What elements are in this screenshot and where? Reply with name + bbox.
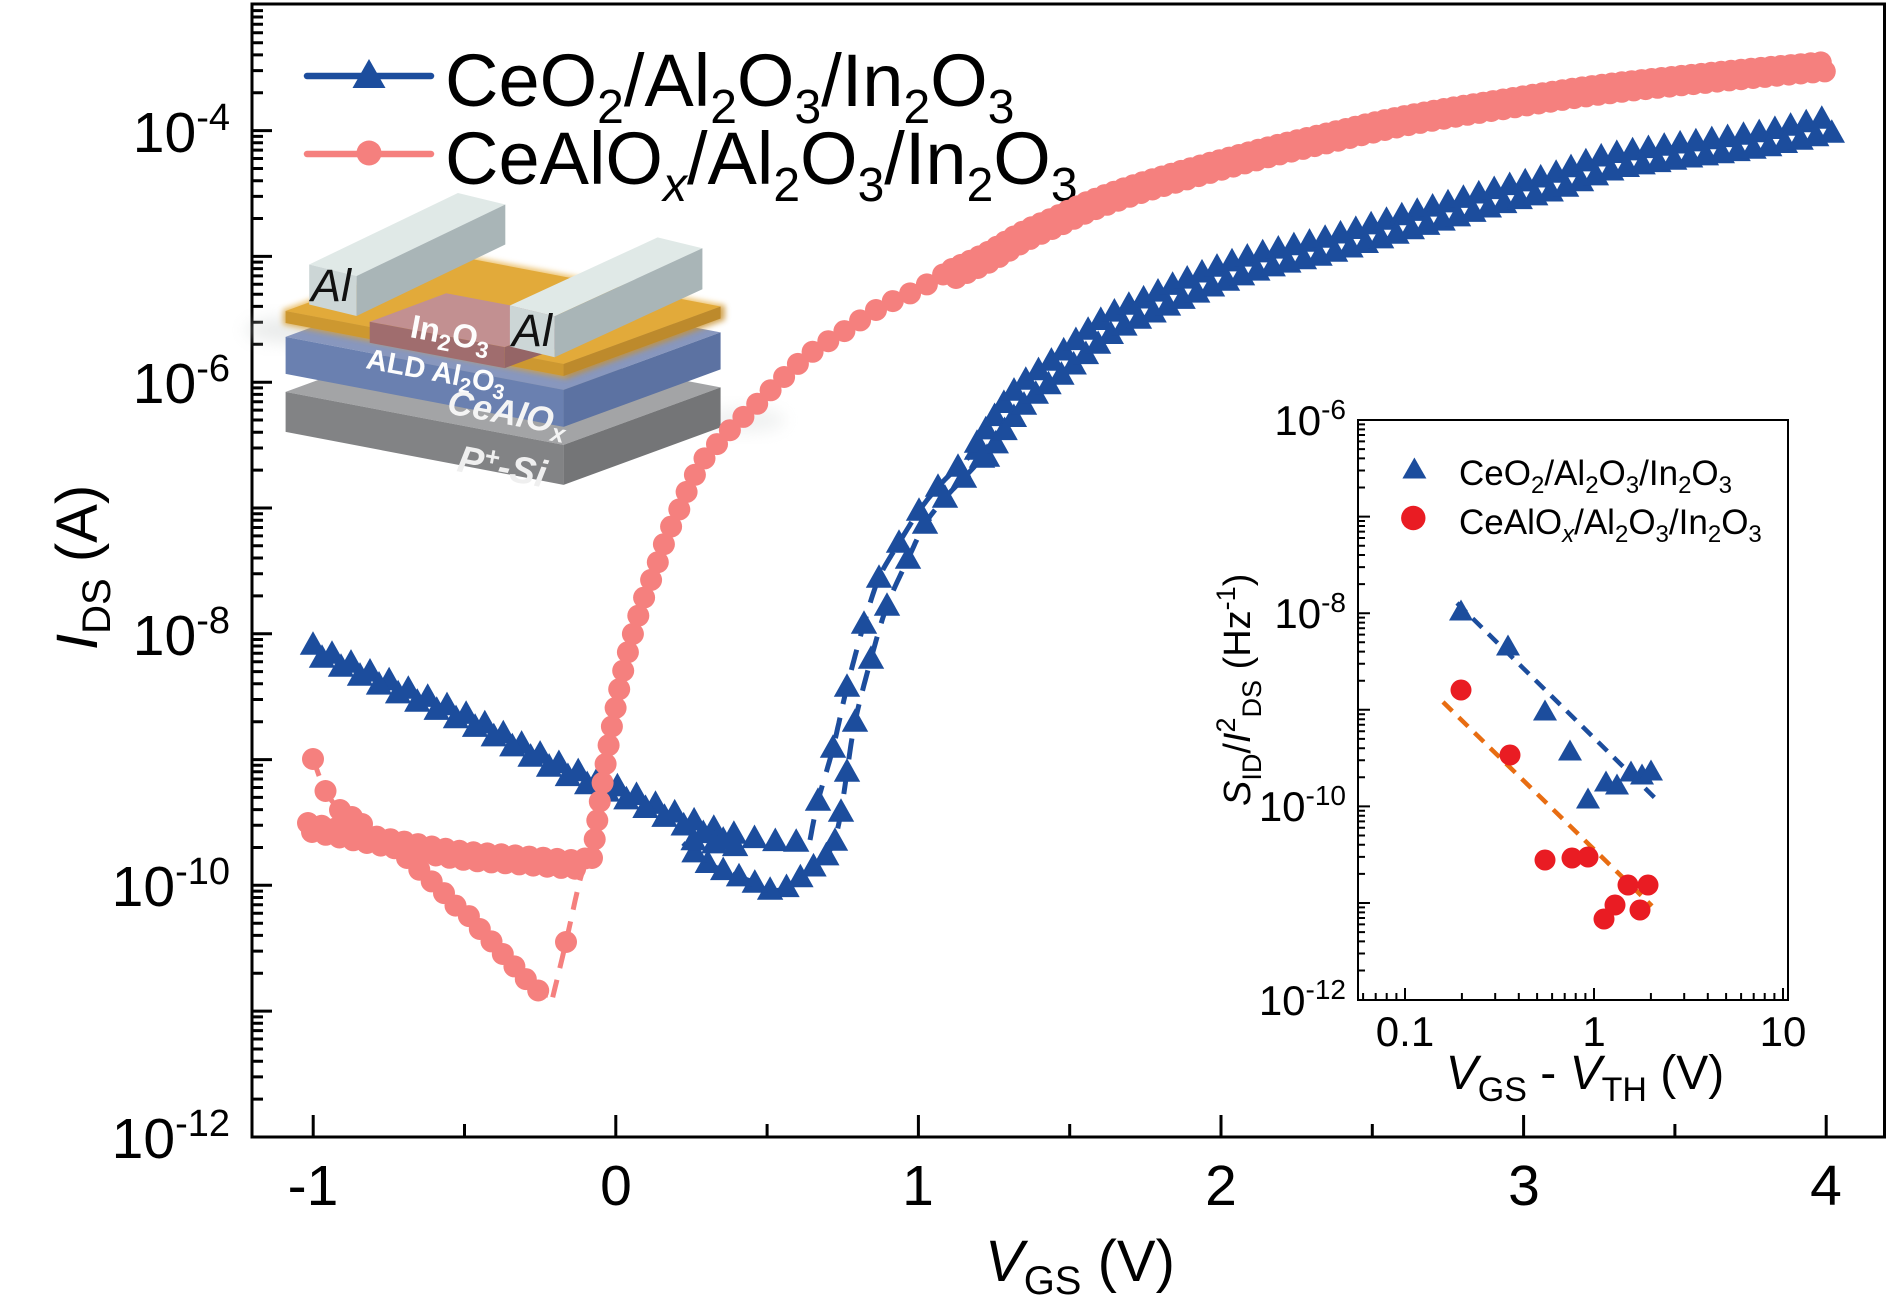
svg-text:VGS (V): VGS (V) xyxy=(985,1229,1175,1303)
svg-text:2: 2 xyxy=(1205,1154,1237,1218)
svg-text:10-8: 10-8 xyxy=(133,600,230,668)
svg-text:1: 1 xyxy=(902,1154,934,1218)
svg-text:10-4: 10-4 xyxy=(133,97,230,165)
svg-text:3: 3 xyxy=(1508,1154,1540,1218)
svg-text:0.1: 0.1 xyxy=(1376,1008,1434,1055)
svg-text:0: 0 xyxy=(600,1154,632,1218)
svg-text:-1: -1 xyxy=(288,1154,339,1218)
svg-text:VGS - VTH (V): VGS - VTH (V) xyxy=(1446,1047,1724,1109)
svg-text:CeO2/Al2O3/In2O3: CeO2/Al2O3/In2O3 xyxy=(1459,454,1732,499)
svg-text:10-8: 10-8 xyxy=(1274,587,1346,637)
svg-text:4: 4 xyxy=(1810,1154,1842,1218)
svg-text:1: 1 xyxy=(1582,1008,1605,1055)
svg-text:10: 10 xyxy=(1760,1008,1807,1055)
svg-text:CeAlOx/Al2O3/In2O3: CeAlOx/Al2O3/In2O3 xyxy=(445,117,1078,212)
svg-text:Al: Al xyxy=(509,305,554,356)
svg-text:CeAlOx/Al2O3/In2O3: CeAlOx/Al2O3/In2O3 xyxy=(1459,503,1762,548)
svg-text:IDS (A): IDS (A) xyxy=(45,485,119,650)
svg-text:Al: Al xyxy=(308,260,353,311)
svg-text:CeO2/Al2O3/In2O3: CeO2/Al2O3/In2O3 xyxy=(445,39,1014,134)
svg-text:SID/I2DS (Hz-1): SID/I2DS (Hz-1) xyxy=(1211,574,1267,806)
